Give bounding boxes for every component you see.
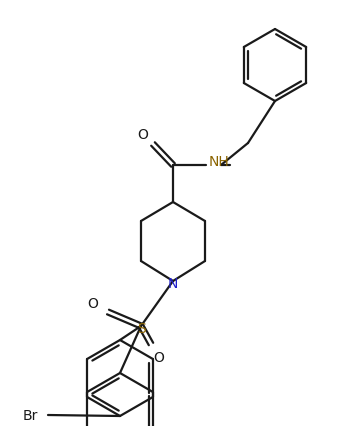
Text: N: N [168, 277, 178, 291]
Text: NH: NH [209, 155, 229, 169]
Text: O: O [154, 351, 164, 365]
Text: S: S [137, 322, 145, 336]
Text: O: O [137, 128, 149, 142]
Text: Br: Br [22, 409, 38, 423]
Text: O: O [88, 297, 98, 311]
